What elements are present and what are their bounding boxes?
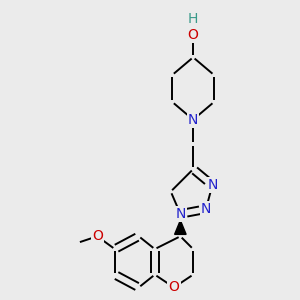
Text: O: O bbox=[169, 280, 179, 294]
Text: O: O bbox=[188, 28, 199, 42]
Text: N: N bbox=[201, 202, 211, 216]
Text: N: N bbox=[188, 112, 198, 127]
Polygon shape bbox=[175, 220, 186, 234]
Text: N: N bbox=[175, 207, 185, 221]
Text: H: H bbox=[188, 12, 198, 26]
Text: N: N bbox=[207, 178, 217, 192]
Text: O: O bbox=[92, 229, 103, 243]
